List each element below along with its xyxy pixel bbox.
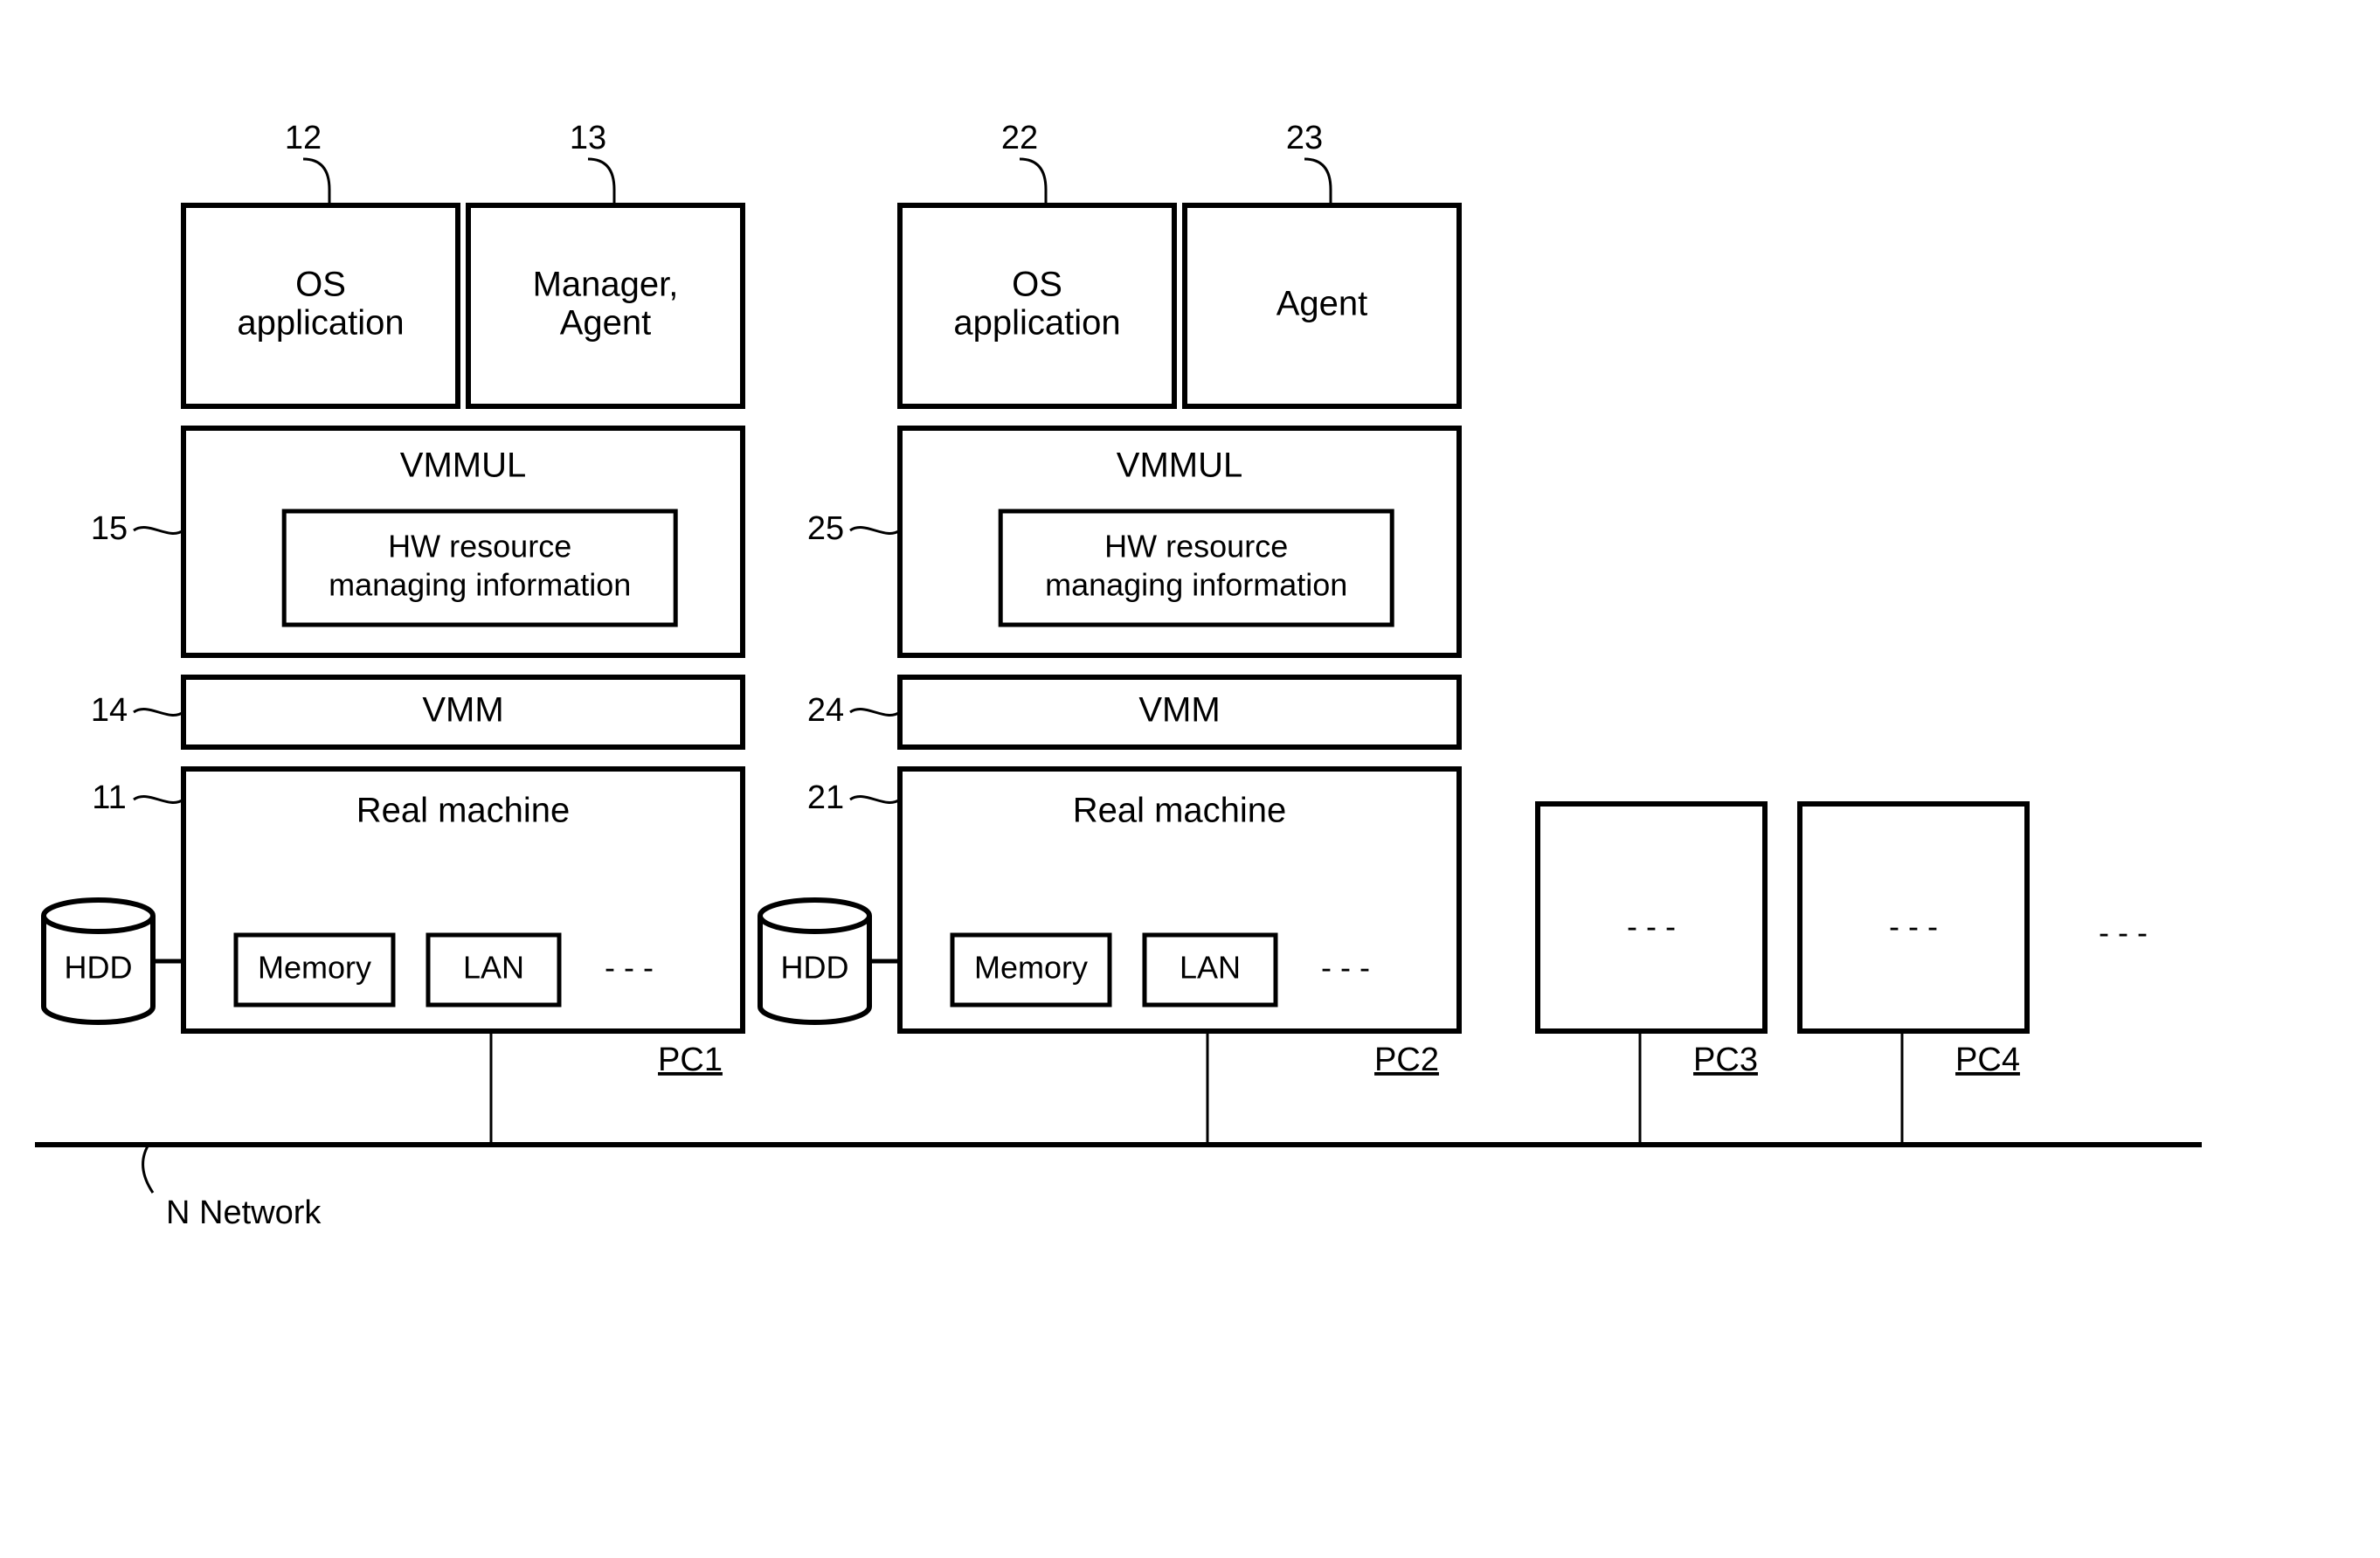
pc3-ellipsis: - - - xyxy=(1627,909,1676,945)
pc1-ref-vmmul-lead xyxy=(134,528,183,534)
pc2-hwres-l1: HW resource xyxy=(1104,529,1288,564)
network-label-lead xyxy=(143,1145,153,1193)
pc1-ref-vmmul-num: 15 xyxy=(91,510,128,547)
pc2-vmm-label: VMM xyxy=(1138,691,1220,730)
pc2-hdd-label: HDD xyxy=(781,950,849,986)
pc2-osapp-l2: application xyxy=(953,304,1120,343)
pc1-ref-vmm-num: 14 xyxy=(91,692,128,729)
pc1-real-ellipsis: - - - xyxy=(605,950,654,986)
pc2-pc-label: PC2 xyxy=(1374,1042,1439,1078)
network-label: N Network xyxy=(166,1194,322,1231)
pc2-ref-real-num: 21 xyxy=(807,779,844,816)
pc2-ref-tl-lead xyxy=(1020,159,1046,205)
pc1-ref-real-lead xyxy=(134,797,183,803)
pc1-pc-label: PC1 xyxy=(658,1042,723,1078)
pc2-ref-vmmul-lead xyxy=(850,528,900,534)
pc2-real-title: Real machine xyxy=(1073,792,1287,830)
pc2-memory-label: Memory xyxy=(974,950,1088,986)
pc2-ref-tr-lead xyxy=(1304,159,1331,205)
pc1-real-title: Real machine xyxy=(356,792,571,830)
pc4-ellipsis: - - - xyxy=(1889,909,1938,945)
pc2-lan-label: LAN xyxy=(1180,950,1241,986)
pc4-pc-label: PC4 xyxy=(1955,1042,2020,1078)
pc1-hwres-l2: managing information xyxy=(329,567,631,603)
pc2-ref-vmmul-num: 25 xyxy=(807,510,844,547)
pc1-ref-vmm-lead xyxy=(134,710,183,716)
pc1-osapp-l2: application xyxy=(237,304,404,343)
pc3-pc-label: PC3 xyxy=(1693,1042,1758,1078)
pc1-hdd-top xyxy=(44,900,153,931)
pc2-ref-tr-num: 23 xyxy=(1286,120,1323,156)
pc2-ref-tl-num: 22 xyxy=(1001,120,1038,156)
pc1-ref-real-num: 11 xyxy=(92,779,126,816)
pc1-lan-label: LAN xyxy=(463,950,524,986)
pc1-memory-label: Memory xyxy=(258,950,371,986)
pc2-agent-l1: Agent xyxy=(1276,285,1368,323)
trailing-ellipsis: - - - xyxy=(2099,915,2148,951)
pc1-vmmul-title: VMMUL xyxy=(400,447,526,485)
pc2-hwres-l2: managing information xyxy=(1045,567,1347,603)
pc1-hdd-label: HDD xyxy=(65,950,133,986)
pc2-ref-vmm-num: 24 xyxy=(807,692,844,729)
diagram-canvas: N NetworkOSapplicationManager,Agent1213V… xyxy=(0,0,2380,1558)
pc1-ref-tr-num: 13 xyxy=(570,120,606,156)
pc2-real-ellipsis: - - - xyxy=(1321,950,1370,986)
pc2-vmmul-title: VMMUL xyxy=(1117,447,1242,485)
pc1-hwres-l1: HW resource xyxy=(388,529,571,564)
pc2-ref-real-lead xyxy=(850,797,900,803)
pc1-vmm-label: VMM xyxy=(422,691,503,730)
pc1-ref-tl-num: 12 xyxy=(285,120,322,156)
pc1-osapp-l1: OS xyxy=(295,266,346,304)
pc2-ref-vmm-lead xyxy=(850,710,900,716)
pc2-hdd-top xyxy=(760,900,869,931)
pc1-agent-l2: Agent xyxy=(560,304,652,343)
pc2-osapp-l1: OS xyxy=(1012,266,1062,304)
pc1-agent-l1: Manager, xyxy=(533,266,679,304)
pc1-ref-tl-lead xyxy=(303,159,329,205)
pc1-ref-tr-lead xyxy=(588,159,614,205)
